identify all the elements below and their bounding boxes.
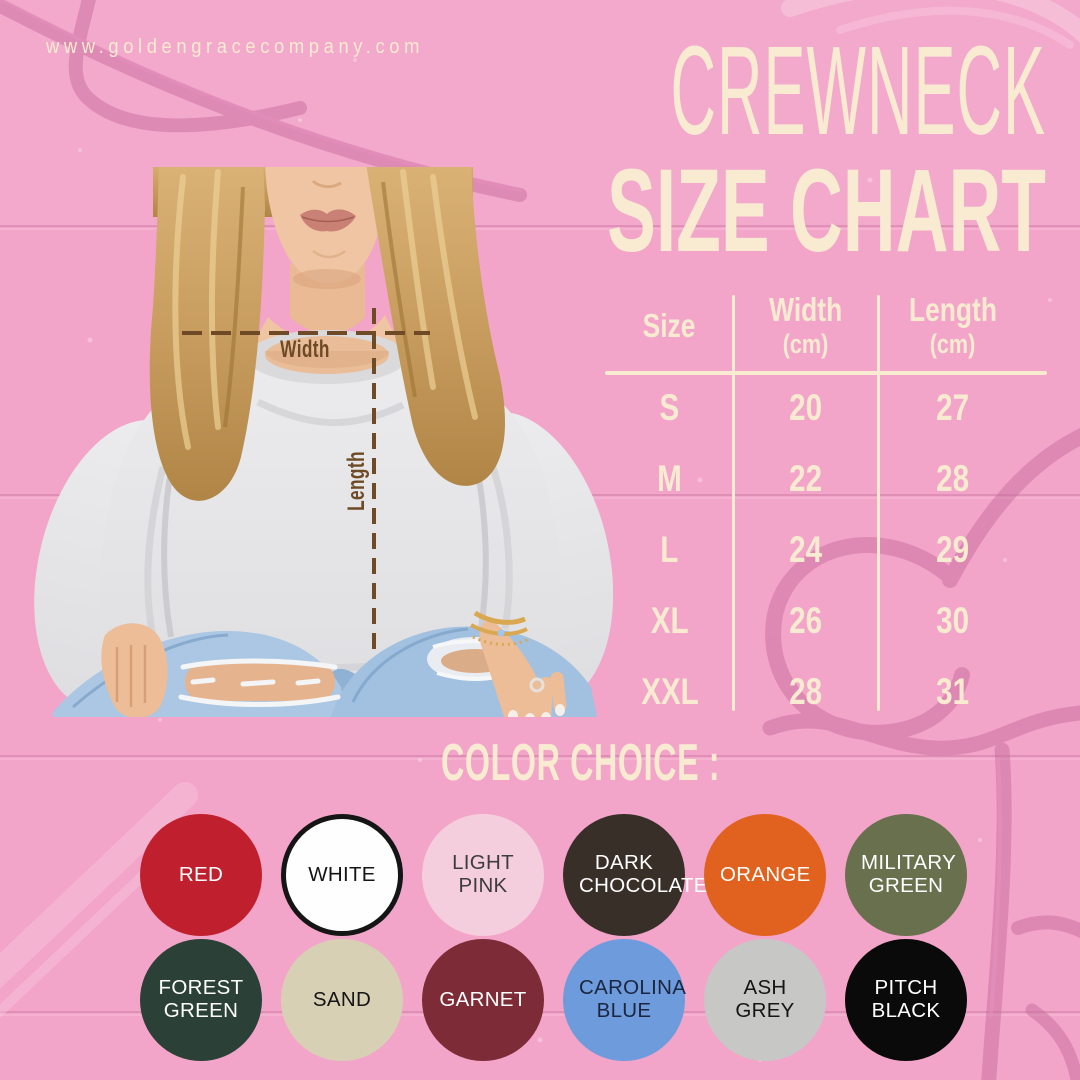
cell-size: XXL (640, 670, 699, 712)
table-column-divider (731, 295, 735, 711)
color-swatch: FOREST GREEN (140, 939, 262, 1061)
column-header-width: Width (cm) (768, 291, 843, 360)
gold-bracelets (470, 610, 530, 646)
column-header-length: Length (cm) (908, 291, 997, 360)
model-left-hand (101, 623, 168, 717)
cell-width: 20 (789, 386, 822, 428)
cell-length: 31 (936, 670, 970, 712)
size-table-header: Size Width (cm) Length (cm) (606, 288, 1028, 372)
color-swatch-label: LIGHT PINK (452, 851, 514, 897)
column-header-size: Size (643, 306, 696, 344)
color-swatch-label: MILITARY GREEN (861, 851, 957, 897)
color-swatch: PITCH BLACK (845, 939, 967, 1061)
manicure-nails (508, 704, 565, 717)
color-swatch-label: GARNET (439, 987, 527, 1011)
size-table-row: XXL 28 31 (606, 656, 1028, 727)
model-right-hand (470, 610, 567, 717)
color-swatch: LIGHT PINK (422, 814, 544, 936)
page-title-product: CREWNECK (670, 20, 1046, 161)
color-swatch: MILITARY GREEN (845, 814, 967, 936)
color-choice-heading: COLOR CHOICE : (441, 734, 721, 792)
cell-size: XL (650, 599, 689, 641)
cell-size: S (659, 386, 680, 428)
color-swatch-label: ASH GREY (735, 976, 795, 1022)
length-measure-label: Length (343, 451, 370, 511)
table-header-rule (605, 371, 1047, 375)
color-swatch: CAROLINA BLUE (563, 939, 687, 1061)
color-swatch: GARNET (422, 939, 544, 1061)
cell-width: 26 (789, 599, 822, 641)
cell-length: 28 (936, 457, 970, 499)
cell-length: 29 (936, 528, 970, 570)
size-table-row: L 24 29 (606, 514, 1028, 585)
cell-width: 22 (789, 457, 822, 499)
cell-width: 24 (789, 528, 822, 570)
size-table-row: S 20 27 (606, 372, 1028, 443)
color-swatch-label: SAND (312, 987, 372, 1011)
model-photo-illustration (34, 167, 613, 717)
color-swatch: ASH GREY (704, 939, 826, 1061)
ring (529, 677, 545, 693)
color-swatch: ORANGE (704, 814, 826, 936)
lips (300, 209, 356, 232)
color-swatch-grid: RED WHITE LIGHT PINK DARK CHOCOLATE ORAN… (140, 814, 972, 1061)
color-swatch: WHITE (281, 814, 403, 936)
cell-length: 30 (936, 599, 970, 641)
cell-width: 28 (789, 670, 822, 712)
size-table-row: M 22 28 (606, 443, 1028, 514)
cell-length: 27 (936, 386, 970, 428)
color-swatch-label: CAROLINA BLUE (579, 976, 687, 1022)
color-swatch-label: WHITE (308, 862, 376, 886)
color-swatch-label: RED (178, 862, 224, 886)
color-swatch-label: FOREST GREEN (158, 976, 244, 1022)
website-url: www.goldengracecompany.com (46, 36, 425, 58)
color-swatch: RED (140, 814, 262, 936)
size-table-row: XL 26 30 (606, 585, 1028, 656)
size-table: Size Width (cm) Length (cm) S 20 27 M (605, 288, 1047, 728)
table-column-divider (876, 295, 880, 711)
cell-size: M (657, 457, 682, 499)
color-swatch: DARK CHOCOLATE (563, 814, 708, 936)
color-swatch: SAND (281, 939, 403, 1061)
color-swatch-label: PITCH BLACK (871, 976, 941, 1022)
width-measure-label: Width (280, 336, 330, 363)
cell-size: L (660, 528, 679, 570)
size-table-rows: S 20 27 M 22 28 L 24 29 XL (606, 372, 1028, 727)
page-title-size-chart: SIZE CHART (607, 145, 1046, 277)
color-swatch-label: ORANGE (720, 862, 811, 886)
color-swatch-label: DARK CHOCOLATE (579, 851, 708, 897)
